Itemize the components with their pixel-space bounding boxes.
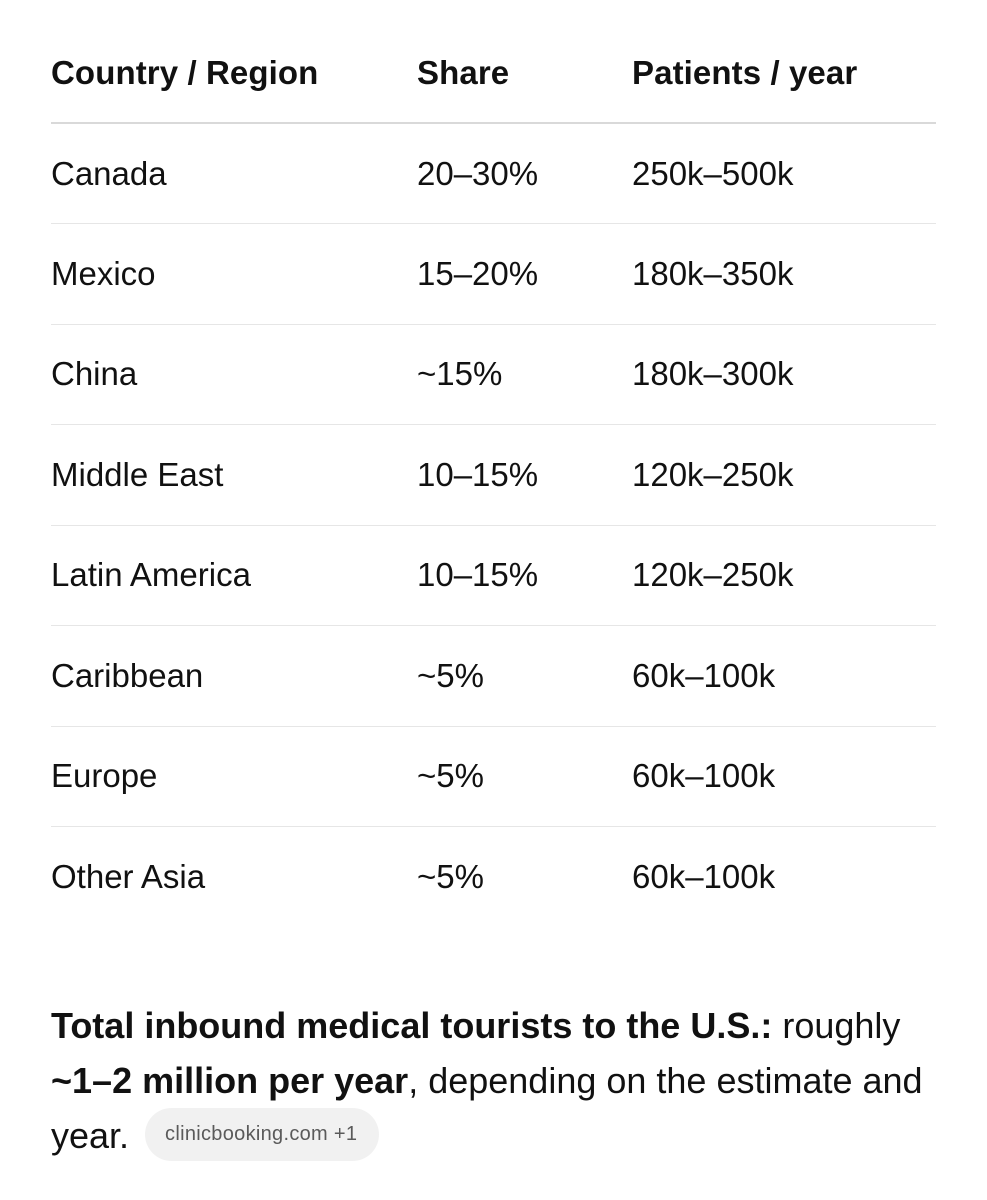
cell-patients: 120k–250k	[632, 424, 936, 526]
header-patients-per-year: Patients / year	[632, 24, 936, 124]
cell-share: 15–20%	[417, 223, 632, 325]
cell-share: 20–30%	[417, 123, 632, 224]
cell-region: Other Asia	[51, 858, 206, 895]
cell-region: Caribbean	[51, 625, 417, 727]
table-row: Canada 20–30% 250k–500k	[51, 123, 936, 224]
cell-patients: 60k–100k	[632, 726, 936, 827]
table-row: Europe ~5% 60k–100k	[51, 726, 936, 827]
cell-region: Mexico	[51, 223, 417, 325]
cell-share: ~5%	[417, 858, 484, 895]
medical-tourism-table: Country / Region Share Patients / year C…	[51, 24, 936, 927]
table-row: Latin America 10–15% 120k–250k	[51, 525, 936, 626]
cell-share: ~5%	[417, 625, 632, 727]
cell-patients: 180k–350k	[632, 223, 936, 325]
cell-region: Latin America	[51, 525, 417, 626]
cell-patients: 180k–300k	[632, 324, 936, 425]
summary-bold-lead: Total inbound medical tourists to the U.…	[51, 1005, 773, 1046]
cell-region: Canada	[51, 123, 417, 224]
cell-patients: 60k–100k	[632, 858, 776, 895]
data-table-container: Country / Region Share Patients / year C…	[51, 24, 936, 927]
summary-text-after: , depending on the estimate and year.	[51, 1060, 923, 1156]
cell-region: Europe	[51, 726, 417, 827]
cell-patients: 250k–500k	[632, 123, 936, 224]
table-row: Caribbean ~5% 60k–100k	[51, 625, 936, 727]
table-row: China ~15% 180k–300k	[51, 324, 936, 425]
source-citation-chip[interactable]: clinicbooking.com +1	[145, 1107, 380, 1161]
cell-share: 10–15%	[417, 424, 632, 526]
summary-bold-figure: ~1–2 million per year	[51, 1060, 409, 1101]
cell-patients: 120k–250k	[632, 525, 936, 626]
cell-region: Middle East	[51, 424, 417, 526]
summary-text-before: roughly	[772, 1005, 901, 1046]
table-header-row: Country / Region Share Patients / year	[51, 24, 936, 124]
header-share: Share	[417, 24, 632, 124]
table-row: Middle East 10–15% 120k–250k	[51, 424, 936, 526]
cell-patients: 60k–100k	[632, 625, 936, 727]
cell-share: ~15%	[417, 324, 632, 425]
cell-region: China	[51, 324, 417, 425]
summary-paragraph: Total inbound medical tourists to the U.…	[51, 998, 951, 1163]
table-row: Other Asia ~5% 60k–100k	[51, 827, 936, 928]
cell-share: 10–15%	[417, 525, 632, 626]
cell-share: ~5%	[417, 726, 632, 827]
table-row: Mexico 15–20% 180k–350k	[51, 223, 936, 325]
header-country-region: Country / Region	[51, 24, 417, 124]
